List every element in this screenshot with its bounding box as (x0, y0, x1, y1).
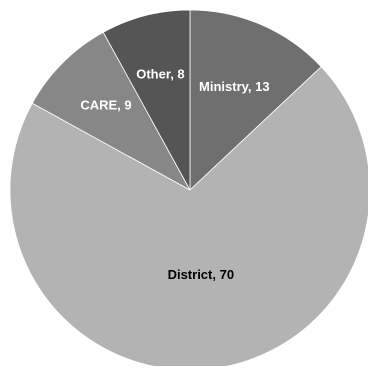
pie-slice-ministry (189, 9, 322, 191)
pie-slice-other (102, 9, 191, 191)
pie-label-care: CARE, 9 (80, 97, 131, 112)
pie-label-district: District, 70 (168, 267, 234, 282)
pie-labels: Ministry, 13 District, 70 CARE, 9 Other, 8 (80, 66, 269, 282)
pie-slices (9, 9, 368, 371)
pie-label-ministry: Ministry, 13 (199, 79, 270, 94)
pie-slice-care (31, 31, 191, 191)
pie-label-other: Other, 8 (136, 66, 184, 81)
